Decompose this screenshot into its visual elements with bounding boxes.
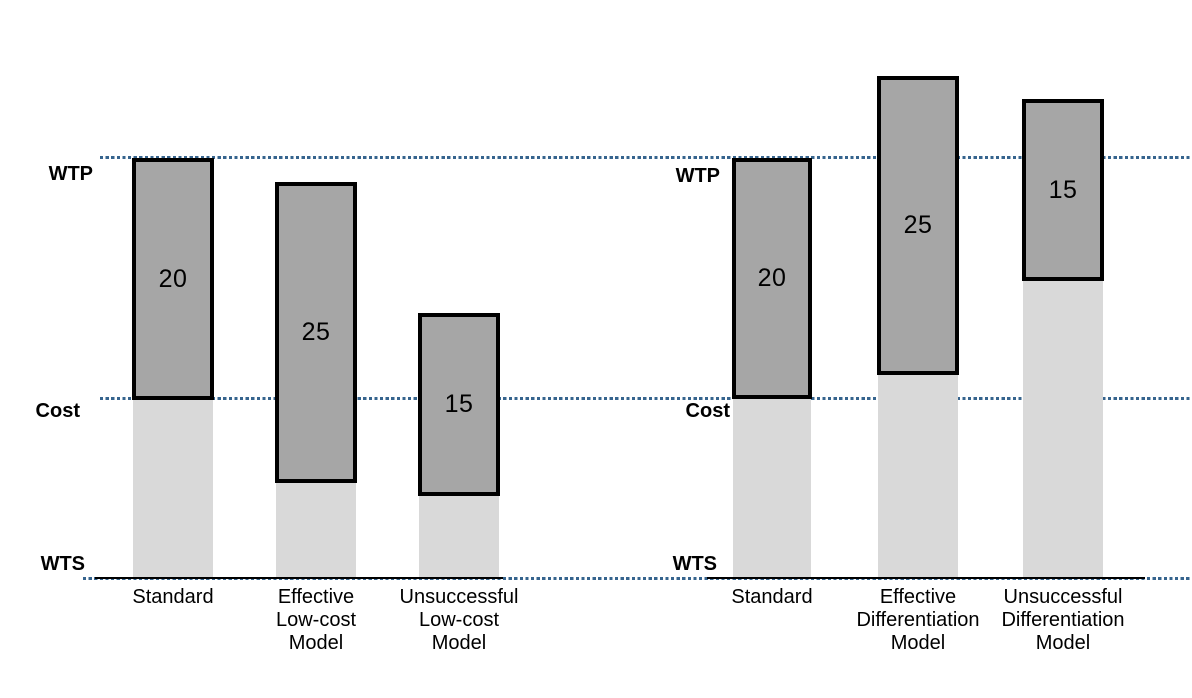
value-bar: 25 [275,182,357,483]
value-label: 20 [757,264,787,292]
value-label: 20 [158,264,188,293]
base-bar [878,374,958,577]
category-label: Effective Low-cost Model [275,586,357,654]
wts-axis-label: WTS [672,553,717,575]
category-label: Standard [132,586,214,608]
wts-axis-label: WTS [40,553,85,575]
category-label: Unsuccessful Low-cost Model [399,586,519,654]
base-bar [133,399,213,577]
base-bar [1023,280,1103,577]
value-bar: 15 [418,313,500,496]
cost-axis-label: Cost [35,400,80,422]
value-bar: 15 [1022,99,1104,281]
cost-axis-label: Cost [685,400,730,422]
category-label: Effective Differentiation Model [856,586,980,654]
left-chart-baseline [95,577,503,579]
value-bar: 20 [732,158,812,399]
category-label: Standard [731,586,813,608]
cost-reference-line [100,397,1192,401]
value-bar: 25 [877,76,959,375]
base-bar [419,495,499,577]
wtp-axis-label: WTP [675,165,720,187]
right-chart-baseline [707,577,1145,579]
value-label: 15 [1048,175,1078,204]
base-bar [733,398,811,577]
value-bar: 20 [132,158,214,400]
wtp-axis-label: WTP [48,163,93,185]
wtp-reference-line [100,156,1192,160]
category-label: Unsuccessful Differentiation Model [1001,586,1125,654]
wts-reference-line [83,577,1192,581]
base-bar [276,482,356,577]
value-label: 25 [903,211,933,239]
value-label: 25 [301,318,331,346]
value-label: 15 [444,390,474,418]
